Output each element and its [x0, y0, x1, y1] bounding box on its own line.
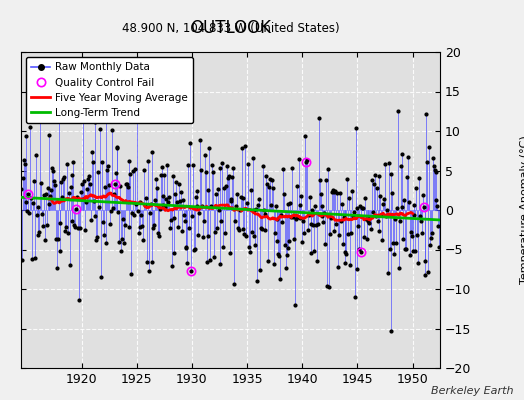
Text: Berkeley Earth: Berkeley Earth [431, 386, 514, 396]
Title: OUTLOOK: OUTLOOK [190, 18, 271, 36]
Y-axis label: Temperature Anomaly (°C): Temperature Anomaly (°C) [520, 136, 524, 284]
Text: 48.900 N, 104.833 W (United States): 48.900 N, 104.833 W (United States) [122, 22, 340, 35]
Legend: Raw Monthly Data, Quality Control Fail, Five Year Moving Average, Long-Term Tren: Raw Monthly Data, Quality Control Fail, … [26, 57, 193, 123]
